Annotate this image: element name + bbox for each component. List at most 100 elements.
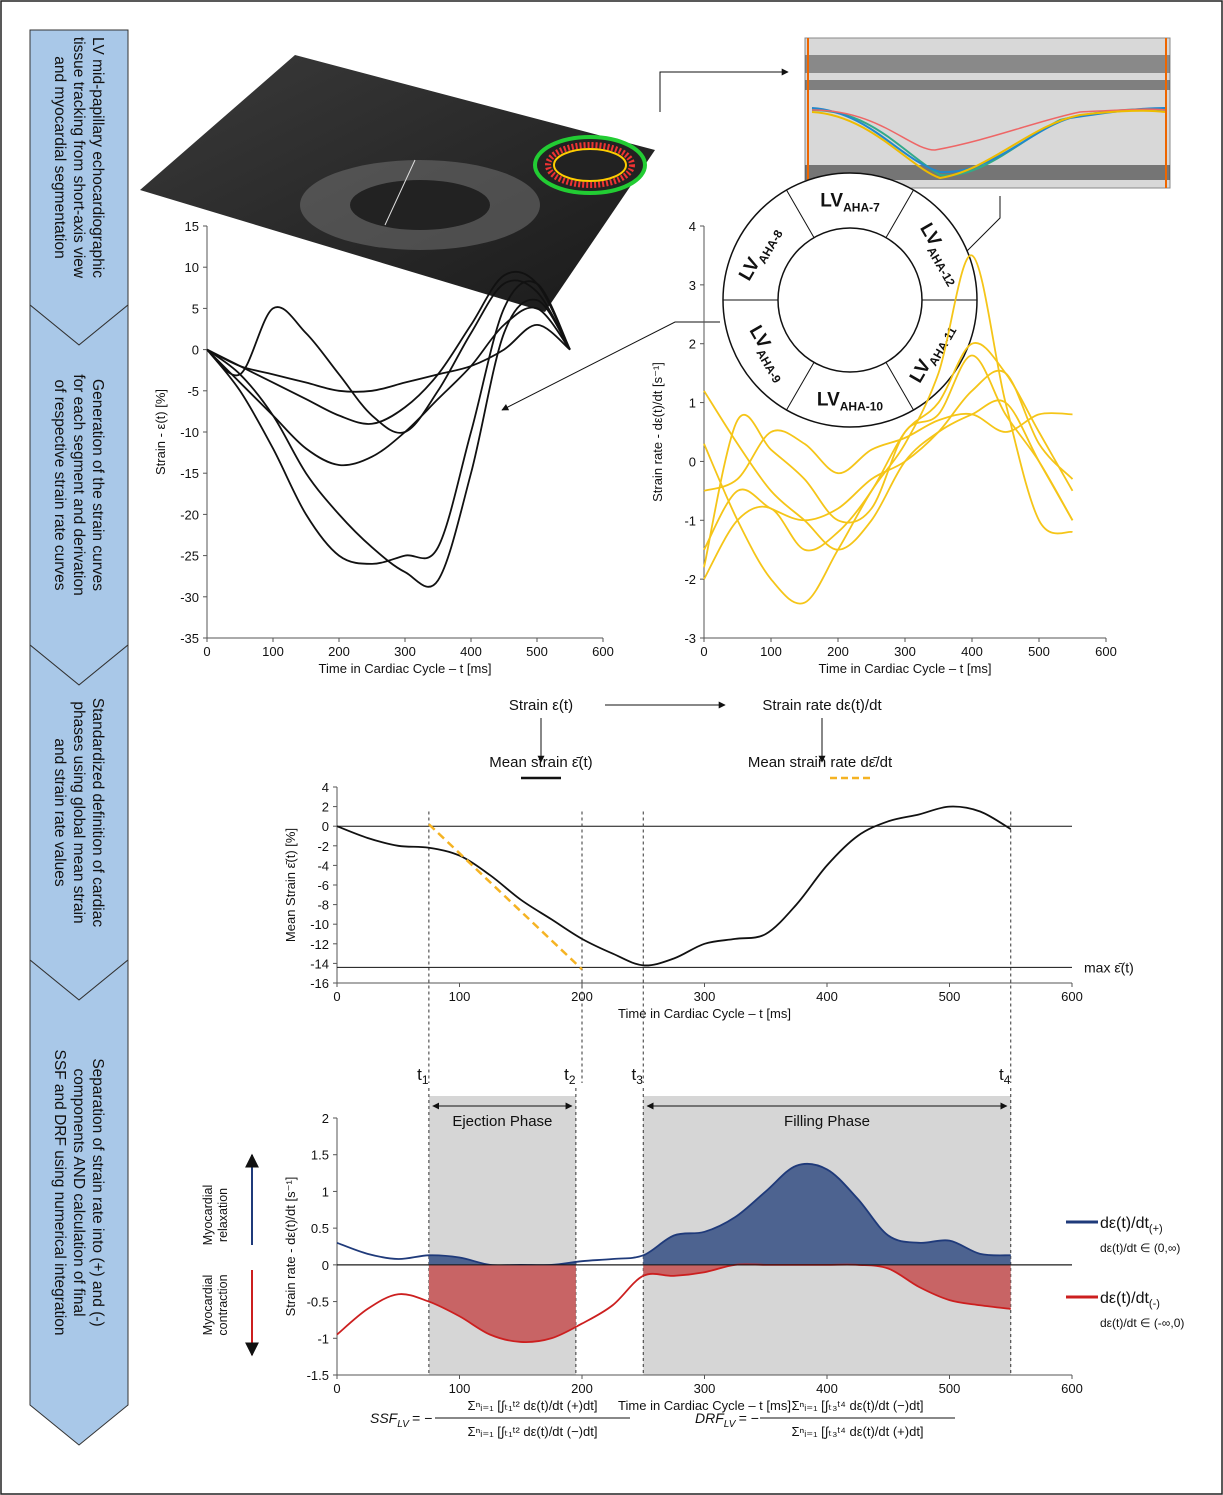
y-tick-label: -16 xyxy=(310,976,329,991)
reference-label: max ε̄(t) xyxy=(1084,959,1134,975)
y-tick-label: -10 xyxy=(310,917,329,932)
x-axis-label: Time in Cardiac Cycle – t [ms] xyxy=(819,661,992,676)
y-tick-label: 2 xyxy=(322,800,329,815)
legend-name: dε(t)/dt xyxy=(1100,1215,1149,1232)
formula-numerator: Σⁿᵢ₌₁ [∫ₜ₃ᵗ⁴ dε(t)/dt (−)dt] xyxy=(791,1398,923,1413)
y-tick-label: -12 xyxy=(310,937,329,952)
y-tick-label: -20 xyxy=(180,507,199,522)
y-tick-label: 4 xyxy=(689,219,696,234)
y-tick-label: -1 xyxy=(317,1331,329,1346)
y-tick-label: -14 xyxy=(310,956,329,971)
y-tick-label: -35 xyxy=(180,631,199,646)
y-tick-label: 0.5 xyxy=(311,1221,329,1236)
x-tick-label: 0 xyxy=(333,989,340,1004)
formula-operator: = − xyxy=(738,1410,758,1426)
x-tick-label: 300 xyxy=(694,1381,716,1396)
formula-lhs: SSFLV= − xyxy=(370,1410,432,1430)
x-tick-label: 100 xyxy=(262,644,284,659)
segment-main: LV xyxy=(817,390,840,411)
y-tick-label: -25 xyxy=(180,549,199,564)
legend-sub: (+) xyxy=(1149,1223,1163,1235)
y-tick-label: -10 xyxy=(180,425,199,440)
formula-denominator: Σⁿᵢ₌₁ [∫ₜ₁ᵗ² dε(t)/dt (−)dt] xyxy=(468,1424,598,1439)
y-tick-label: -0.5 xyxy=(307,1295,329,1310)
y-tick-label: -15 xyxy=(180,466,199,481)
annotation-line: contraction xyxy=(216,1274,230,1335)
annotation-line: Myocardial xyxy=(201,1185,215,1245)
legend-label: dε(t)/dt(+) xyxy=(1100,1215,1163,1235)
x-axis-label: Time in Cardiac Cycle – t [ms] xyxy=(618,1006,791,1021)
formula-name: DRF xyxy=(695,1410,725,1426)
sidebar-line: LV mid-papillary echocardiographic xyxy=(89,37,106,278)
x-tick-label: 400 xyxy=(816,989,838,1004)
y-tick-label: 1 xyxy=(322,1184,329,1199)
legend-label: Mean strain ε̄(t) xyxy=(489,754,592,771)
echo-image xyxy=(140,55,655,312)
x-tick-label: 400 xyxy=(816,1381,838,1396)
y-tick-label: -8 xyxy=(317,898,329,913)
annotation-line: relaxation xyxy=(216,1188,230,1242)
x-tick-label: 400 xyxy=(961,644,983,659)
sidebar-line: Separation of strain rate into (+) and (… xyxy=(89,1058,106,1326)
y-tick-label: -3 xyxy=(684,631,696,646)
annotation: Myocardialrelaxation xyxy=(201,1185,230,1245)
y-tick-label: 15 xyxy=(185,219,199,234)
x-tick-label: 200 xyxy=(328,644,350,659)
ring-inner xyxy=(778,228,922,372)
x-tick-label: 600 xyxy=(1061,1381,1083,1396)
segment-sub: AHA-10 xyxy=(840,400,884,414)
sidebar-text: LV mid-papillary echocardiographictissue… xyxy=(51,37,106,279)
y-tick-label: -6 xyxy=(317,878,329,893)
sidebar-line: and myocardial segmentation xyxy=(51,56,68,258)
line xyxy=(207,281,570,564)
formula-lhs: DRFLV= − xyxy=(695,1410,759,1430)
formula-operator: = − xyxy=(412,1410,432,1426)
x-tick-label: 200 xyxy=(571,1381,593,1396)
y-tick-label: 0 xyxy=(192,343,199,358)
mmode-image xyxy=(805,38,1170,188)
y-tick-label: -5 xyxy=(187,384,199,399)
time-marker-sub: 4 xyxy=(1004,1073,1011,1087)
y-tick-label: 1.5 xyxy=(311,1148,329,1163)
time-marker: t3 xyxy=(632,1065,644,1087)
sidebar-line: of respective strain rate curves xyxy=(51,379,68,590)
y-tick-label: 4 xyxy=(322,780,329,795)
y-tick-label: 1 xyxy=(689,396,696,411)
sidebar-line: SSF and DRF using numerical integration xyxy=(51,1049,68,1335)
line xyxy=(429,824,582,969)
x-tick-label: 200 xyxy=(827,644,849,659)
x-tick-label: 300 xyxy=(894,644,916,659)
x-tick-label: 500 xyxy=(939,1381,961,1396)
line xyxy=(207,280,570,433)
y-axis-label: Strain rate - dε(t)/dt [s⁻¹] xyxy=(283,1177,298,1317)
sidebar-line: Generation of the strain curves xyxy=(89,379,106,591)
y-axis-label: Strain rate - dε(t)/dt [s⁻¹] xyxy=(650,362,665,502)
legend-label: dε(t)/dt(-) xyxy=(1100,1290,1160,1310)
time-marker: t4 xyxy=(999,1065,1011,1087)
sidebar-line: and strain rate values xyxy=(51,738,68,886)
legend-name: dε(t)/dt xyxy=(1100,1290,1149,1307)
y-tick-label: 0 xyxy=(689,454,696,469)
x-tick-label: 400 xyxy=(460,644,482,659)
y-tick-label: 2 xyxy=(322,1111,329,1126)
line xyxy=(207,300,570,587)
sidebar-line: components AND calculation of final xyxy=(70,1068,87,1316)
phase-label: Ejection Phase xyxy=(452,1113,552,1130)
sidebar-line: Standardized definition of cardiac xyxy=(89,698,106,927)
y-tick-label: -2 xyxy=(684,572,696,587)
x-tick-label: 0 xyxy=(700,644,707,659)
x-tick-label: 600 xyxy=(592,644,614,659)
time-marker-sub: 2 xyxy=(569,1073,576,1087)
sidebar-text: Separation of strain rate into (+) and (… xyxy=(51,1049,106,1335)
y-tick-label: -30 xyxy=(180,590,199,605)
x-tick-label: 100 xyxy=(449,1381,471,1396)
sidebar-text: Generation of the strain curvesfor each … xyxy=(51,374,106,595)
y-tick-label: 0 xyxy=(322,1258,329,1273)
y-tick-label: -1 xyxy=(684,513,696,528)
formula-numerator: Σⁿᵢ₌₁ [∫ₜ₁ᵗ² dε(t)/dt (+)dt] xyxy=(468,1398,598,1413)
time-marker-sub: 1 xyxy=(422,1073,429,1087)
x-tick-label: 300 xyxy=(394,644,416,659)
sidebar-line: for each segment and derivation xyxy=(70,374,87,595)
figure: Strain ε(t) Strain rate dε(t)/dt LV mid-… xyxy=(0,0,1223,1495)
legend-label: Mean strain rate dε̄/dt xyxy=(748,754,893,771)
